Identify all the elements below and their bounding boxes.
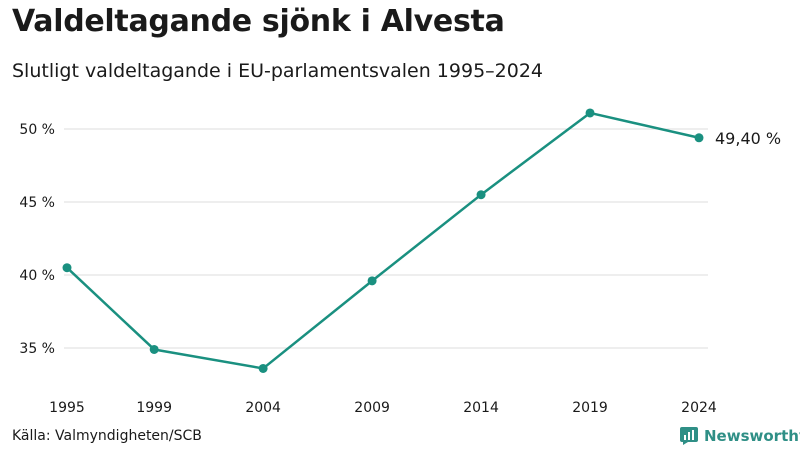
data-point bbox=[367, 276, 377, 286]
data-point bbox=[258, 363, 268, 373]
y-tick-label: 40 % bbox=[19, 268, 55, 284]
y-tick-label: 45 % bbox=[19, 195, 55, 211]
data-point bbox=[476, 190, 486, 200]
data-point bbox=[149, 344, 159, 354]
end-value-label: 49,40 % bbox=[715, 129, 781, 148]
bar-chart-icon bbox=[680, 427, 698, 445]
data-point bbox=[62, 263, 72, 273]
y-tick-label: 50 % bbox=[19, 122, 55, 138]
chart-title: Valdeltagande sjönk i Alvesta bbox=[12, 4, 505, 39]
x-tick-label: 2009 bbox=[354, 400, 390, 416]
data-point bbox=[585, 108, 595, 118]
x-tick-label: 2014 bbox=[463, 400, 499, 416]
x-tick-label: 1999 bbox=[136, 400, 172, 416]
brand-name: Newsworthy bbox=[704, 427, 800, 445]
series-line bbox=[65, 111, 701, 370]
x-tick-label: 2024 bbox=[681, 400, 717, 416]
x-tick-label: 2019 bbox=[572, 400, 608, 416]
x-tick-label: 1995 bbox=[49, 400, 85, 416]
x-tick-label: 2004 bbox=[245, 400, 281, 416]
chart-subtitle: Slutligt valdeltagande i EU-parlamentsva… bbox=[12, 60, 544, 82]
y-tick-label: 35 % bbox=[19, 341, 55, 357]
source-note: Källa: Valmyndigheten/SCB bbox=[12, 428, 202, 444]
data-point bbox=[694, 133, 704, 143]
brand-logo: Newsworthy bbox=[680, 427, 800, 445]
